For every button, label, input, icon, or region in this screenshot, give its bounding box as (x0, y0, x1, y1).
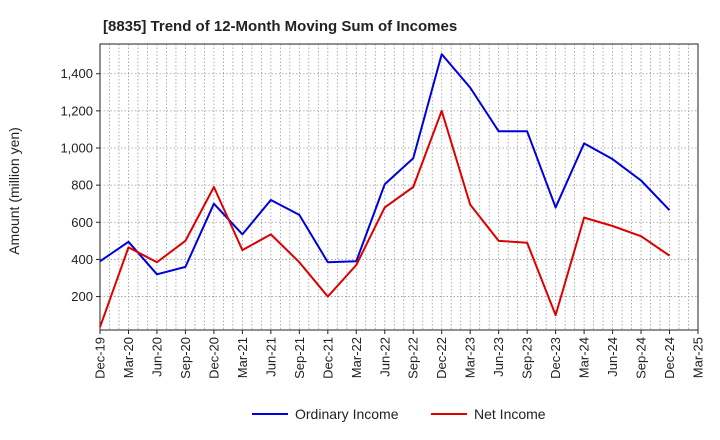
x-tick-label: Sep-20 (178, 337, 193, 379)
y-tick-label: 1,000 (60, 141, 93, 156)
y-tick-label: 800 (71, 178, 93, 193)
x-tick-label: Mar-22 (349, 337, 364, 378)
x-tick-label: Dec-22 (434, 337, 449, 379)
x-tick-label: Sep-24 (634, 337, 649, 379)
x-tick-label: Sep-21 (292, 337, 307, 379)
series-line-net-income (99, 109, 671, 328)
y-axis-label: Amount (million yen) (6, 127, 22, 255)
x-axis: Dec-19 Mar-20 Jun-20 Sep-20 Dec-20 Mar-21 Jun-… (93, 330, 706, 379)
x-tick-label: Mar-21 (235, 337, 250, 378)
series-line-ordinary-income (99, 53, 671, 276)
x-tick-label: Dec-19 (93, 337, 108, 379)
x-tick-label: Jun-20 (149, 337, 164, 377)
x-tick-label: Dec-24 (662, 337, 677, 379)
y-tick-label: 400 (71, 252, 93, 267)
legend-label-ordinary-income: Ordinary Income (295, 406, 399, 422)
y-tick-label: 1,200 (60, 103, 93, 118)
x-tick-label: Jun-24 (605, 337, 620, 377)
y-tick-label: 600 (71, 215, 93, 230)
x-tick-label: Dec-20 (206, 337, 221, 379)
x-tick-label: Mar-20 (121, 337, 136, 378)
legend-label-net-income: Net Income (474, 406, 546, 422)
x-tick-label: Sep-22 (406, 337, 421, 379)
series-lines (99, 53, 671, 328)
grid-lines (100, 44, 698, 330)
x-tick-label: Dec-21 (320, 337, 335, 379)
x-tick-label: Mar-25 (691, 337, 706, 378)
y-tick-label: 1,400 (60, 66, 93, 81)
chart-title: [8835] Trend of 12-Month Moving Sum of I… (103, 18, 457, 35)
x-tick-label: Mar-24 (577, 337, 592, 378)
x-tick-label: Dec-23 (548, 337, 563, 379)
x-tick-label: Mar-23 (463, 337, 478, 378)
x-tick-label: Jun-22 (377, 337, 392, 377)
x-tick-label: Jun-21 (263, 337, 278, 377)
x-tick-label: Jun-23 (491, 337, 506, 377)
x-tick-label: Sep-23 (520, 337, 535, 379)
y-tick-label: 200 (71, 289, 93, 304)
plot-area (99, 43, 699, 331)
y-axis: 200 400 600 800 1,000 1,200 1,400 (60, 66, 100, 304)
legend: Ordinary Income Net Income (252, 406, 546, 422)
